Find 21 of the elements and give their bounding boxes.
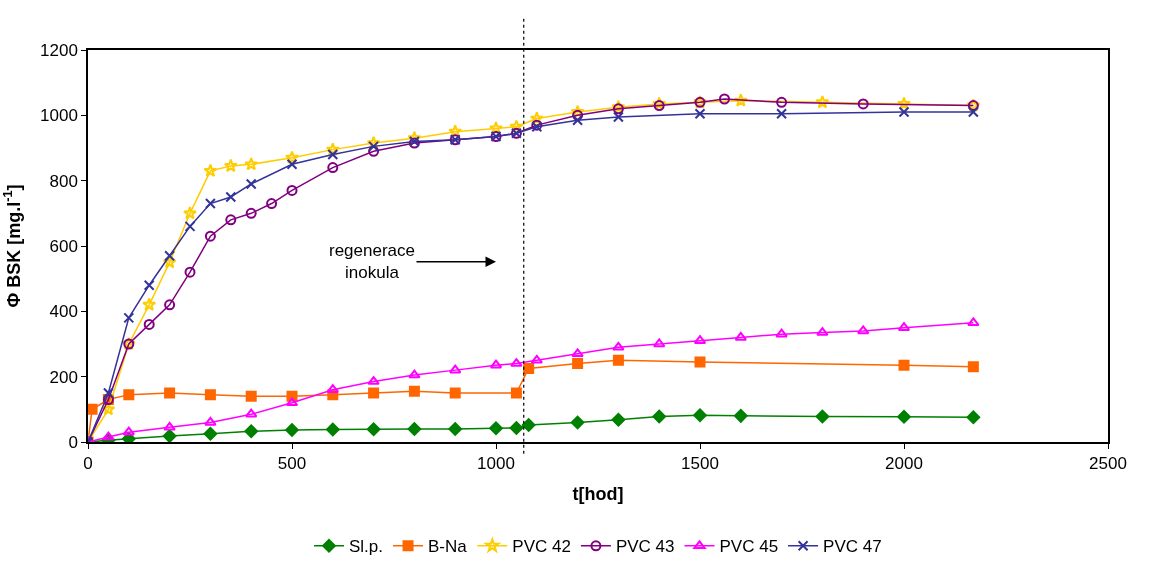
y-tick-label: 1200: [40, 40, 78, 60]
x-tick-label: 0: [83, 454, 93, 474]
x-tick-label: 500: [277, 454, 307, 474]
x-axis-title: t[hod]: [572, 483, 624, 504]
legend-label: PVC 47: [823, 537, 882, 557]
y-tick-label: 0: [68, 432, 78, 452]
legend-label: PVC 42: [512, 537, 571, 557]
y-tick-label: 1000: [40, 106, 78, 126]
y-tick-label: 600: [49, 236, 78, 256]
y-tick-label: 800: [49, 171, 78, 191]
x-tick-label: 2500: [1089, 454, 1127, 474]
y-tick-label: 400: [49, 302, 78, 322]
x-tick-label: 1000: [477, 454, 515, 474]
annotation: regenerace inokula: [329, 241, 416, 283]
legend-label: Sl.p.: [349, 537, 384, 557]
legend-label: PVC 43: [615, 537, 675, 557]
y-tick-label: 200: [49, 367, 78, 387]
x-tick-label: 2000: [885, 454, 923, 474]
legend-label: B-Na: [428, 537, 468, 557]
legend-label: PVC 45: [719, 537, 779, 557]
x-tick-label: 1500: [681, 454, 719, 474]
